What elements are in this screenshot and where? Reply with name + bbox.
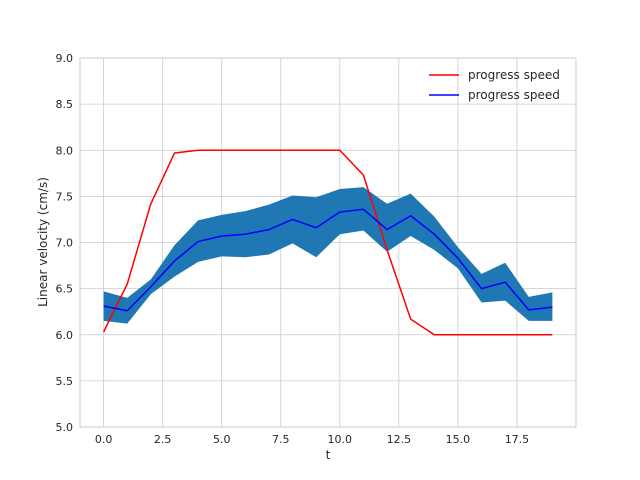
x-tick-label: 15.0 xyxy=(446,433,471,446)
x-tick-label: 5.0 xyxy=(213,433,231,446)
x-tick-label: 17.5 xyxy=(505,433,530,446)
x-tick-label: 10.0 xyxy=(328,433,353,446)
x-tick-label: 7.5 xyxy=(272,433,290,446)
series-line-2 xyxy=(103,208,553,312)
plot-frame xyxy=(79,57,577,428)
legend-label: progress speed xyxy=(468,88,560,102)
y-axis-label: Linear velocity (cm/s) xyxy=(36,177,50,307)
x-axis-label: t xyxy=(326,448,331,462)
confidence-band xyxy=(103,187,553,324)
y-tick-label: 8.5 xyxy=(56,98,74,111)
y-tick-label: 5.5 xyxy=(56,375,74,388)
y-tick-label: 7.5 xyxy=(56,190,74,203)
y-tick-label: 7.0 xyxy=(56,237,74,250)
legend: progress speed progress speed xyxy=(429,68,560,102)
series-line-1 xyxy=(102,149,553,336)
x-tick-label: 2.5 xyxy=(154,433,172,446)
y-tick-label: 6.5 xyxy=(56,283,74,296)
legend-label: progress speed xyxy=(468,68,560,82)
tick-labels: 5.0 5.5 6.0 6.5 7.0 7.5 8.0 8.5 9.0 0.0 2.5 5.0 7.5 1… xyxy=(56,52,530,446)
y-tick-label: 9.0 xyxy=(56,52,74,65)
x-tick-label: 0.0 xyxy=(95,433,113,446)
y-tick-label: 8.0 xyxy=(56,144,74,157)
plot-series xyxy=(102,149,553,336)
y-tick-label: 6.0 xyxy=(56,329,74,342)
y-tick-label: 5.0 xyxy=(56,421,74,434)
x-tick-label: 12.5 xyxy=(387,433,412,446)
